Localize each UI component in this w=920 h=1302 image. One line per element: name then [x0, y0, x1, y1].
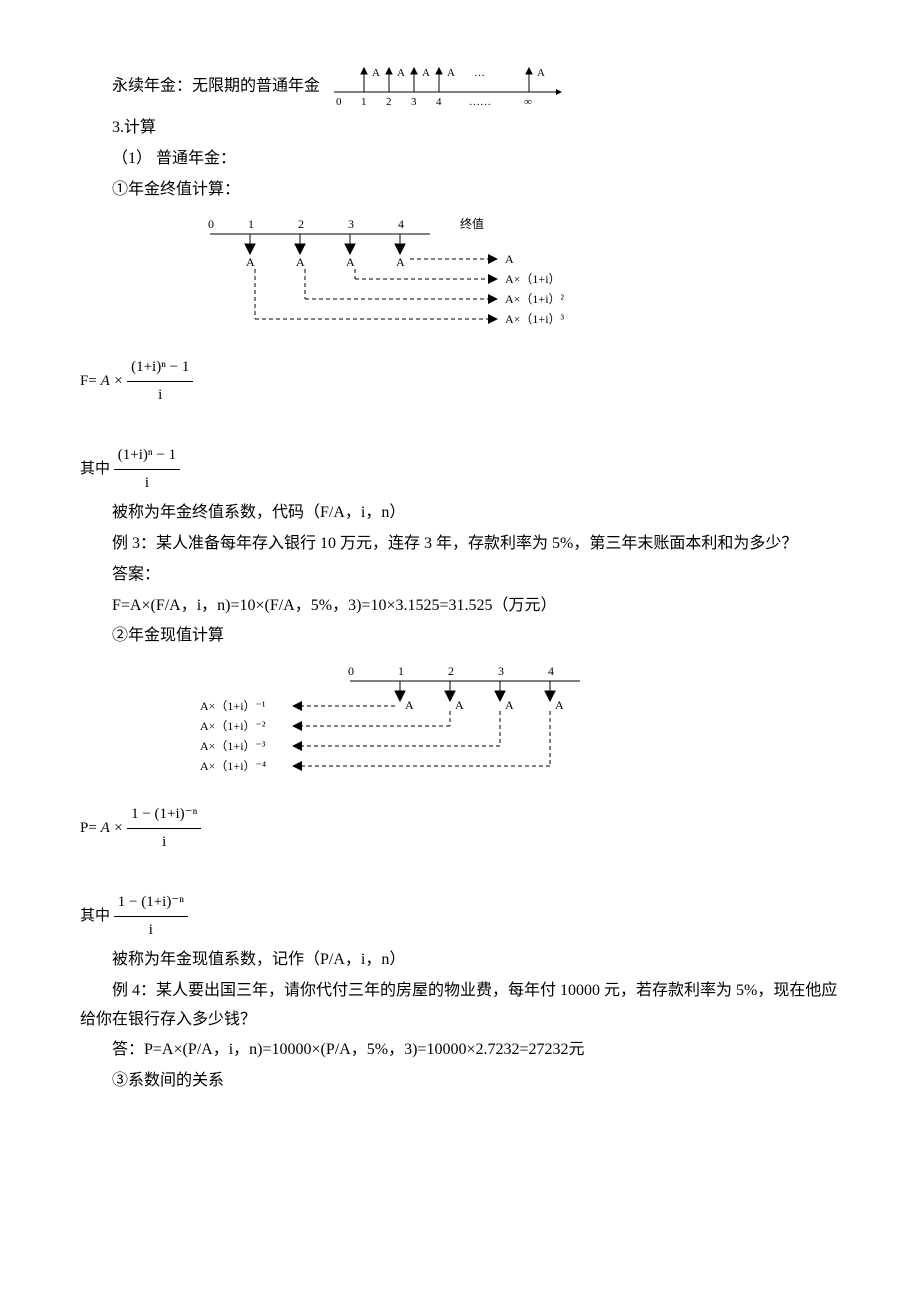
- pv-formula: P= A × 1 − (1+i)⁻ⁿi: [80, 801, 840, 856]
- fv-diagram: 0 1 2 3 4 终值 A A A A A A×（1+i） A×（1+i）² …: [200, 214, 600, 344]
- svg-text:A×（1+i）²: A×（1+i）²: [505, 292, 565, 306]
- svg-text:3: 3: [348, 217, 354, 231]
- svg-text:1: 1: [361, 96, 367, 108]
- svg-text:3: 3: [498, 664, 504, 678]
- fv-formula: F= A × (1+i)ⁿ − 1i: [80, 354, 840, 409]
- svg-text:……: ……: [469, 96, 491, 108]
- svg-text:A×（1+i）⁻³: A×（1+i）⁻³: [200, 739, 266, 753]
- perpetuity-title: 永续年金：无限期的普通年金: [112, 78, 320, 95]
- svg-text:A: A: [537, 67, 545, 79]
- svg-text:2: 2: [448, 664, 454, 678]
- svg-text:∞: ∞: [524, 96, 532, 108]
- ex4-a: 答：P=A×(P/A，i，n)=10000×(P/A，5%，3)=10000×2…: [80, 1036, 840, 1065]
- svg-text:2: 2: [298, 217, 304, 231]
- svg-text:4: 4: [436, 96, 442, 108]
- perpetuity-line: 永续年金：无限期的普通年金 A A A A … A 0 1 2 3 4: [80, 62, 840, 112]
- ex3-a: F=A×(F/A，i，n)=10×(F/A，5%，3)=10×3.1525=31…: [80, 592, 840, 621]
- circ3-title: ③系数间的关系: [80, 1067, 840, 1096]
- item1-title: （1） 普通年金：: [80, 145, 840, 174]
- svg-text:4: 4: [398, 217, 404, 231]
- svg-text:A×（1+i）⁻²: A×（1+i）⁻²: [200, 719, 266, 733]
- circ1-title: ①年金终值计算：: [80, 176, 840, 205]
- pv-diagram: 0 1 2 3 4 A A A A A×（1+i）⁻¹ A×（1+i）⁻² A×…: [200, 661, 600, 791]
- svg-text:2: 2: [386, 96, 392, 108]
- svg-text:…: …: [474, 67, 485, 79]
- pv-factor-desc: 被称为年金现值系数，记作（P/A，i，n）: [80, 946, 840, 975]
- svg-text:A×（1+i）³: A×（1+i）³: [505, 312, 565, 326]
- svg-text:A: A: [246, 255, 255, 269]
- perpetuity-diagram: A A A A … A 0 1 2 3 4 …… ∞: [334, 62, 564, 112]
- svg-text:A×（1+i）⁻⁴: A×（1+i）⁻⁴: [200, 759, 266, 773]
- svg-text:A×（1+i）⁻¹: A×（1+i）⁻¹: [200, 699, 266, 713]
- svg-text:A: A: [405, 698, 414, 712]
- svg-text:A: A: [296, 255, 305, 269]
- svg-text:1: 1: [248, 217, 254, 231]
- svg-text:A: A: [505, 698, 514, 712]
- svg-text:0: 0: [336, 96, 342, 108]
- svg-text:A: A: [396, 255, 405, 269]
- svg-text:A: A: [372, 67, 380, 79]
- svg-text:1: 1: [398, 664, 404, 678]
- svg-text:A: A: [422, 67, 430, 79]
- svg-text:A: A: [346, 255, 355, 269]
- ex3-q: 例 3：某人准备每年存入银行 10 万元，连存 3 年，存款利率为 5%，第三年…: [80, 530, 840, 559]
- pv-where: 其中 1 − (1+i)⁻ⁿi: [80, 889, 840, 944]
- svg-text:0: 0: [348, 664, 354, 678]
- circ2-title: ②年金现值计算: [80, 622, 840, 651]
- svg-text:A×（1+i）: A×（1+i）: [505, 272, 561, 286]
- svg-text:A: A: [505, 252, 514, 266]
- ex4-q: 例 4：某人要出国三年，请你代付三年的房屋的物业费，每年付 10000 元，若存…: [80, 977, 840, 1035]
- ans-label: 答案：: [80, 561, 840, 590]
- svg-text:4: 4: [548, 664, 554, 678]
- fv-where: 其中 (1+i)ⁿ − 1i: [80, 442, 840, 497]
- svg-text:3: 3: [411, 96, 417, 108]
- fv-factor-desc: 被称为年金终值系数，代码（F/A，i，n）: [80, 499, 840, 528]
- svg-text:A: A: [555, 698, 564, 712]
- svg-text:终值: 终值: [460, 216, 484, 231]
- svg-text:A: A: [455, 698, 464, 712]
- svg-text:A: A: [447, 67, 455, 79]
- sec3-title: 3.计算: [80, 114, 840, 143]
- svg-text:A: A: [397, 67, 405, 79]
- svg-text:0: 0: [208, 217, 214, 231]
